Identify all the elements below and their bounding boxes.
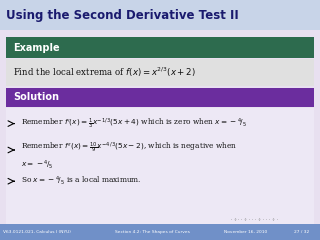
- Text: V63.0121.021, Calculus I (NYU): V63.0121.021, Calculus I (NYU): [3, 230, 71, 234]
- Text: Using the Second Derivative Test II: Using the Second Derivative Test II: [6, 9, 239, 22]
- FancyBboxPatch shape: [6, 59, 314, 86]
- Text: Find the local extrema of $f(x) = x^{2/3}(x + 2)$: Find the local extrema of $f(x) = x^{2/3…: [13, 66, 196, 79]
- FancyBboxPatch shape: [0, 30, 320, 226]
- FancyBboxPatch shape: [6, 37, 314, 58]
- Text: Example: Example: [13, 42, 60, 53]
- Text: November 16, 2010: November 16, 2010: [224, 230, 267, 234]
- Text: Section 4.2: The Shapes of Curves: Section 4.2: The Shapes of Curves: [115, 230, 190, 234]
- Text: $\cdot$ $\circ$ $\cdot$ $\cdot$ $\circ$ $\cdot$ $\cdot$ $\cdot$ $\circ$ $\cdot$ : $\cdot$ $\circ$ $\cdot$ $\cdot$ $\circ$ …: [230, 216, 280, 223]
- Text: Remember $f''(x) = \frac{10}{9}x^{-4/3}(5x - 2)$, which is negative when: Remember $f''(x) = \frac{10}{9}x^{-4/3}(…: [21, 141, 237, 156]
- Text: Solution: Solution: [13, 92, 59, 102]
- Text: Remember $f'(x) = \frac{1}{3}x^{-1/3}(5x + 4)$ which is zero when $x = -{}^4\!/_: Remember $f'(x) = \frac{1}{3}x^{-1/3}(5x…: [21, 116, 247, 131]
- Text: 27 / 32: 27 / 32: [294, 230, 310, 234]
- FancyBboxPatch shape: [0, 224, 320, 240]
- Text: $x = -{}^4\!/_5$: $x = -{}^4\!/_5$: [21, 158, 53, 171]
- FancyBboxPatch shape: [6, 88, 314, 107]
- Text: So $x = -{}^4\!/_5$ is a local maximum.: So $x = -{}^4\!/_5$ is a local maximum.: [21, 175, 141, 187]
- FancyBboxPatch shape: [6, 108, 314, 226]
